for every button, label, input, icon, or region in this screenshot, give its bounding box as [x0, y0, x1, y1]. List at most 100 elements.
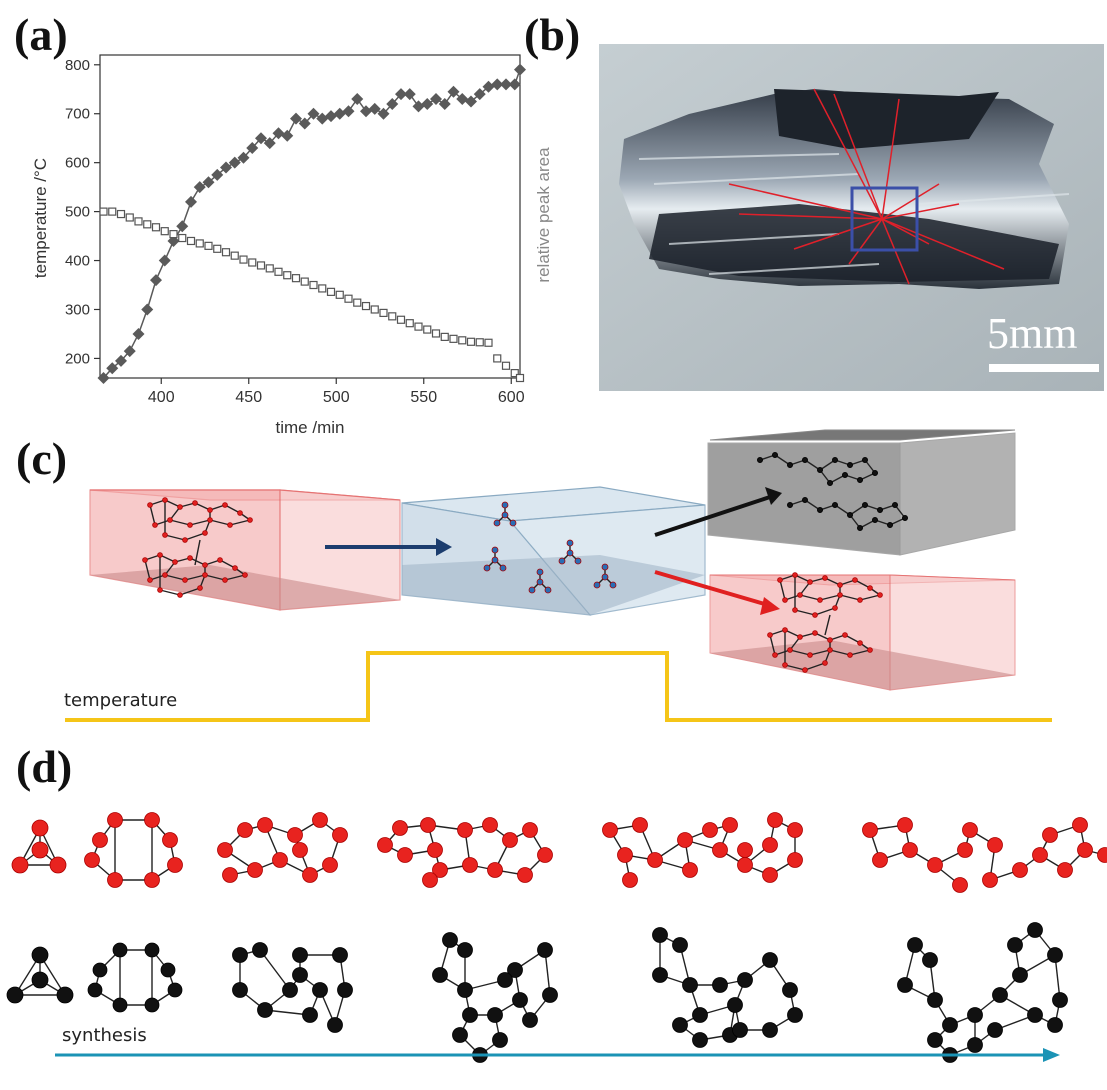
square-point [221, 248, 231, 257]
atom [112, 997, 128, 1013]
bond [784, 664, 806, 671]
square-point [353, 298, 362, 307]
atom [487, 862, 503, 878]
temperature-label: temperature [64, 690, 178, 711]
bond [179, 587, 201, 596]
diamond-point [395, 88, 407, 101]
x-tick-label: 450 [235, 389, 262, 406]
blue-tetrahedron [593, 563, 617, 589]
atom [487, 1007, 503, 1023]
atom [807, 652, 813, 658]
atom [712, 842, 728, 858]
atom [832, 605, 838, 611]
atom [802, 497, 809, 504]
atom [692, 1032, 708, 1048]
atom [287, 827, 303, 843]
atom [832, 457, 839, 464]
atom [162, 832, 178, 848]
atom [427, 842, 443, 858]
atom [457, 822, 473, 838]
diamond-point [514, 63, 526, 76]
scale-bar [989, 364, 1099, 372]
phase-schematic [65, 429, 1052, 722]
atom [601, 573, 609, 581]
atom [987, 1022, 1003, 1038]
diamond-point [141, 303, 154, 316]
y-tick-label: 800 [65, 57, 90, 74]
ray-line [881, 98, 900, 220]
atom [822, 660, 828, 666]
square-point [318, 284, 327, 293]
bond [799, 594, 821, 601]
atom [862, 822, 878, 838]
arrow-to-black [654, 487, 782, 537]
atom [482, 817, 498, 833]
bond [259, 949, 291, 991]
atom [187, 555, 193, 561]
atom [782, 597, 788, 603]
square-point [335, 290, 344, 299]
square-point [213, 244, 222, 253]
square-point [493, 354, 502, 363]
atom [56, 986, 74, 1004]
bond [229, 519, 251, 526]
atom [92, 962, 108, 978]
atom [162, 532, 168, 538]
temperature-profile-line [65, 651, 1052, 722]
atom [1012, 862, 1028, 878]
crystal-photo [599, 44, 1104, 391]
bond [169, 519, 191, 526]
square-point [108, 207, 117, 216]
atom [982, 872, 998, 888]
atom [782, 627, 788, 633]
atom [827, 480, 834, 487]
atom [987, 837, 1003, 853]
atom [1027, 1007, 1043, 1023]
diamond-point [351, 93, 364, 106]
bond [194, 539, 201, 566]
diamond-point [421, 97, 434, 110]
diamond-point [403, 88, 416, 101]
red-p4 [11, 819, 67, 874]
bond [814, 607, 836, 616]
square-point [134, 217, 143, 226]
square-point [230, 251, 239, 260]
atom [397, 847, 413, 863]
panel-label-b: (b) [524, 9, 581, 60]
diamond-point [307, 107, 320, 120]
bond [789, 649, 811, 656]
diamond-point [386, 97, 399, 110]
atom [160, 962, 176, 978]
atom [732, 1022, 748, 1038]
atom [207, 507, 213, 513]
atom [787, 502, 794, 509]
bond [189, 519, 211, 526]
diamond-point [482, 80, 495, 93]
atom [892, 502, 899, 509]
square-point [379, 308, 388, 318]
arrow-to-blue [325, 538, 452, 556]
diamond-point [438, 97, 451, 110]
atom [536, 568, 544, 576]
atom [507, 962, 523, 978]
atom [827, 637, 833, 643]
atom [147, 502, 153, 508]
atom [322, 857, 338, 873]
atom [528, 586, 536, 594]
atom [762, 837, 778, 853]
y-tick-label: 700 [65, 106, 90, 123]
square-point [396, 315, 406, 324]
atom [862, 502, 869, 509]
bond [829, 649, 851, 656]
atom [847, 652, 853, 658]
atom [617, 847, 633, 863]
ray-line [813, 88, 883, 220]
atom [222, 867, 238, 883]
panel-label-d: (d) [16, 741, 73, 792]
square-point [466, 337, 476, 346]
atom [837, 582, 843, 588]
atom [757, 457, 764, 464]
square-point [388, 312, 397, 321]
atom [897, 817, 913, 833]
atom [772, 652, 778, 658]
